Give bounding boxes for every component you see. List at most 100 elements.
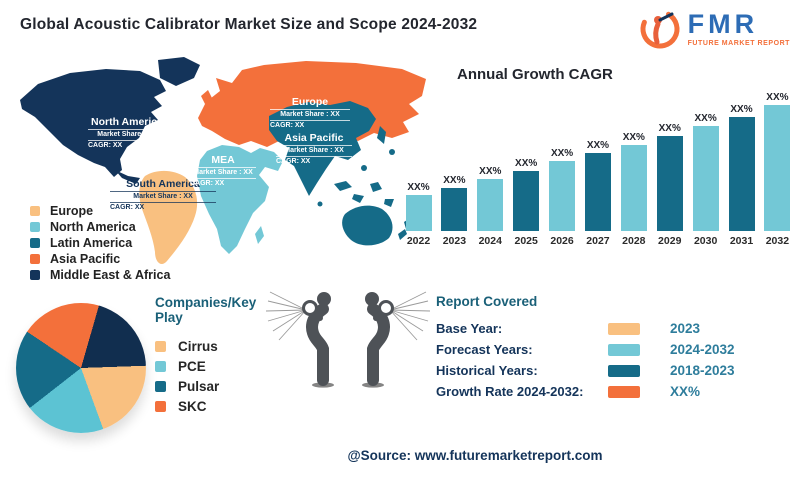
region-mea [197,145,283,254]
map-label-south-america: South America Market Share : XX CAGR: XX [110,178,216,212]
companies-title: Companies/Key Play [155,295,257,325]
report-row-label: Forecast Years: [436,342,533,357]
company-name: Cirrus [178,339,218,354]
report-row-value: 2018-2023 [670,363,735,378]
legend-label: Middle East & Africa [50,267,171,282]
region-japan [377,126,386,144]
region-island [389,149,395,155]
bar [620,145,647,231]
bar-column: XX% 2026 [546,148,579,247]
region-south-america [139,170,198,265]
region-name: MEA [190,154,256,169]
fmr-logo-icon [640,9,680,49]
map-legend-item: Latin America [30,235,170,250]
report-swatch [608,322,640,335]
companies-section: Companies/Key Play Cirrus PCE Pulsar SKC [155,295,285,414]
map-label-europe: Europe Market Share : XX CAGR: XX [270,96,350,130]
legend-swatch [30,269,40,280]
bar-value-label: XX% [730,104,753,115]
legend-label: Latin America [50,235,133,250]
region-share: Market Share : XX [276,146,352,158]
region-name: South America [110,178,216,193]
bar-value-label: XX% [479,166,502,177]
map-legend-item: Middle East & Africa [30,267,171,282]
legend-swatch [155,341,166,352]
report-row-label: Base Year: [436,321,503,336]
world-map: North America Market Share : XX CAGR: XX… [8,56,432,282]
bar-value-label: XX% [766,92,789,103]
bar [692,126,719,231]
page-title: Global Acoustic Calibrator Market Size a… [20,16,478,33]
bar [728,117,755,231]
report-row-label: Historical Years: [436,363,538,378]
bar-year-label: 2026 [550,235,574,247]
legend-label: North America [50,219,136,234]
map-legend-item: Europe [30,203,170,218]
legend-swatch [155,381,166,392]
map-label-mea: MEA Market Share : XX CAGR: XX [190,154,256,188]
region-island [361,165,367,171]
bar [764,105,791,231]
legend-swatch [155,361,166,372]
company-legend-item: Pulsar [155,379,285,394]
fmr-logo-tagline: FUTURE MARKET REPORT [687,40,790,47]
report-row-value: 2024-2032 [670,342,735,357]
map-legend: Europe North America Latin America Asia … [30,203,171,282]
region-se-asia-islands [334,181,394,207]
report-row: Growth Rate 2024-2032: XX% [436,384,780,399]
bar [513,171,540,231]
region-name: North America [88,116,166,131]
report-covered-section: Report Covered Base Year: 2023 Forecast … [436,294,780,399]
region-share: Market Share : XX [88,130,166,142]
bar-year-label: 2023 [442,235,467,247]
report-row: Historical Years: 2018-2023 [436,363,780,378]
bar-value-label: XX% [658,123,681,134]
bar-year-label: 2029 [658,235,682,247]
bar-value-label: XX% [407,182,430,193]
bar [477,179,504,231]
report-rows: Base Year: 2023 Forecast Years: 2024-203… [436,321,780,399]
bar [405,195,432,231]
region-sri-lanka [317,201,323,207]
region-asia-pacific [269,101,376,196]
region-cagr: CAGR: XX [270,122,305,130]
source-line: @Source: www.futuremarketreport.com [347,448,603,463]
bar-column: XX% 2031 [725,104,758,247]
report-row-value: 2023 [670,321,701,336]
bar-chart-bars: XX% 2022 XX% 2023 XX% 2024 XX% 2025 XX% … [402,89,794,247]
bar-column: XX% 2023 [438,175,471,247]
bar-year-label: 2031 [729,235,754,247]
legend-swatch [30,237,40,248]
bar-value-label: XX% [622,132,645,143]
bar [441,188,468,231]
bar-column: XX% 2024 [474,166,507,247]
report-covered-title: Report Covered [436,294,538,309]
announcer-figures-icon [266,288,430,400]
bar-year-label: 2022 [406,235,431,247]
report-row: Base Year: 2023 [436,321,780,336]
bar [656,136,683,231]
region-name: Europe [270,96,350,111]
bar [584,153,611,231]
region-cagr: CAGR: XX [88,142,123,150]
region-cagr: CAGR: XX [110,204,145,212]
map-legend-item: North America [30,219,170,234]
legend-label: Europe [50,203,94,218]
report-swatch [608,385,640,398]
company-name: Pulsar [178,379,220,394]
region-uk [201,90,212,104]
legend-swatch [30,205,40,216]
bar-column: XX% 2028 [617,132,650,247]
report-swatch [608,343,640,356]
bar-year-label: 2024 [478,235,502,247]
company-name: SKC [178,399,207,414]
region-name: Asia Pacific [276,132,352,147]
fmr-logo-abbr: FMR [687,9,759,39]
region-madagascar [255,226,264,244]
region-cagr: CAGR: XX [190,180,225,188]
companies-legend: Cirrus PCE Pulsar SKC [155,339,285,414]
chart-title: Annual Growth CAGR [457,66,613,83]
bar-year-label: 2030 [693,235,718,247]
region-north-america [20,69,166,177]
